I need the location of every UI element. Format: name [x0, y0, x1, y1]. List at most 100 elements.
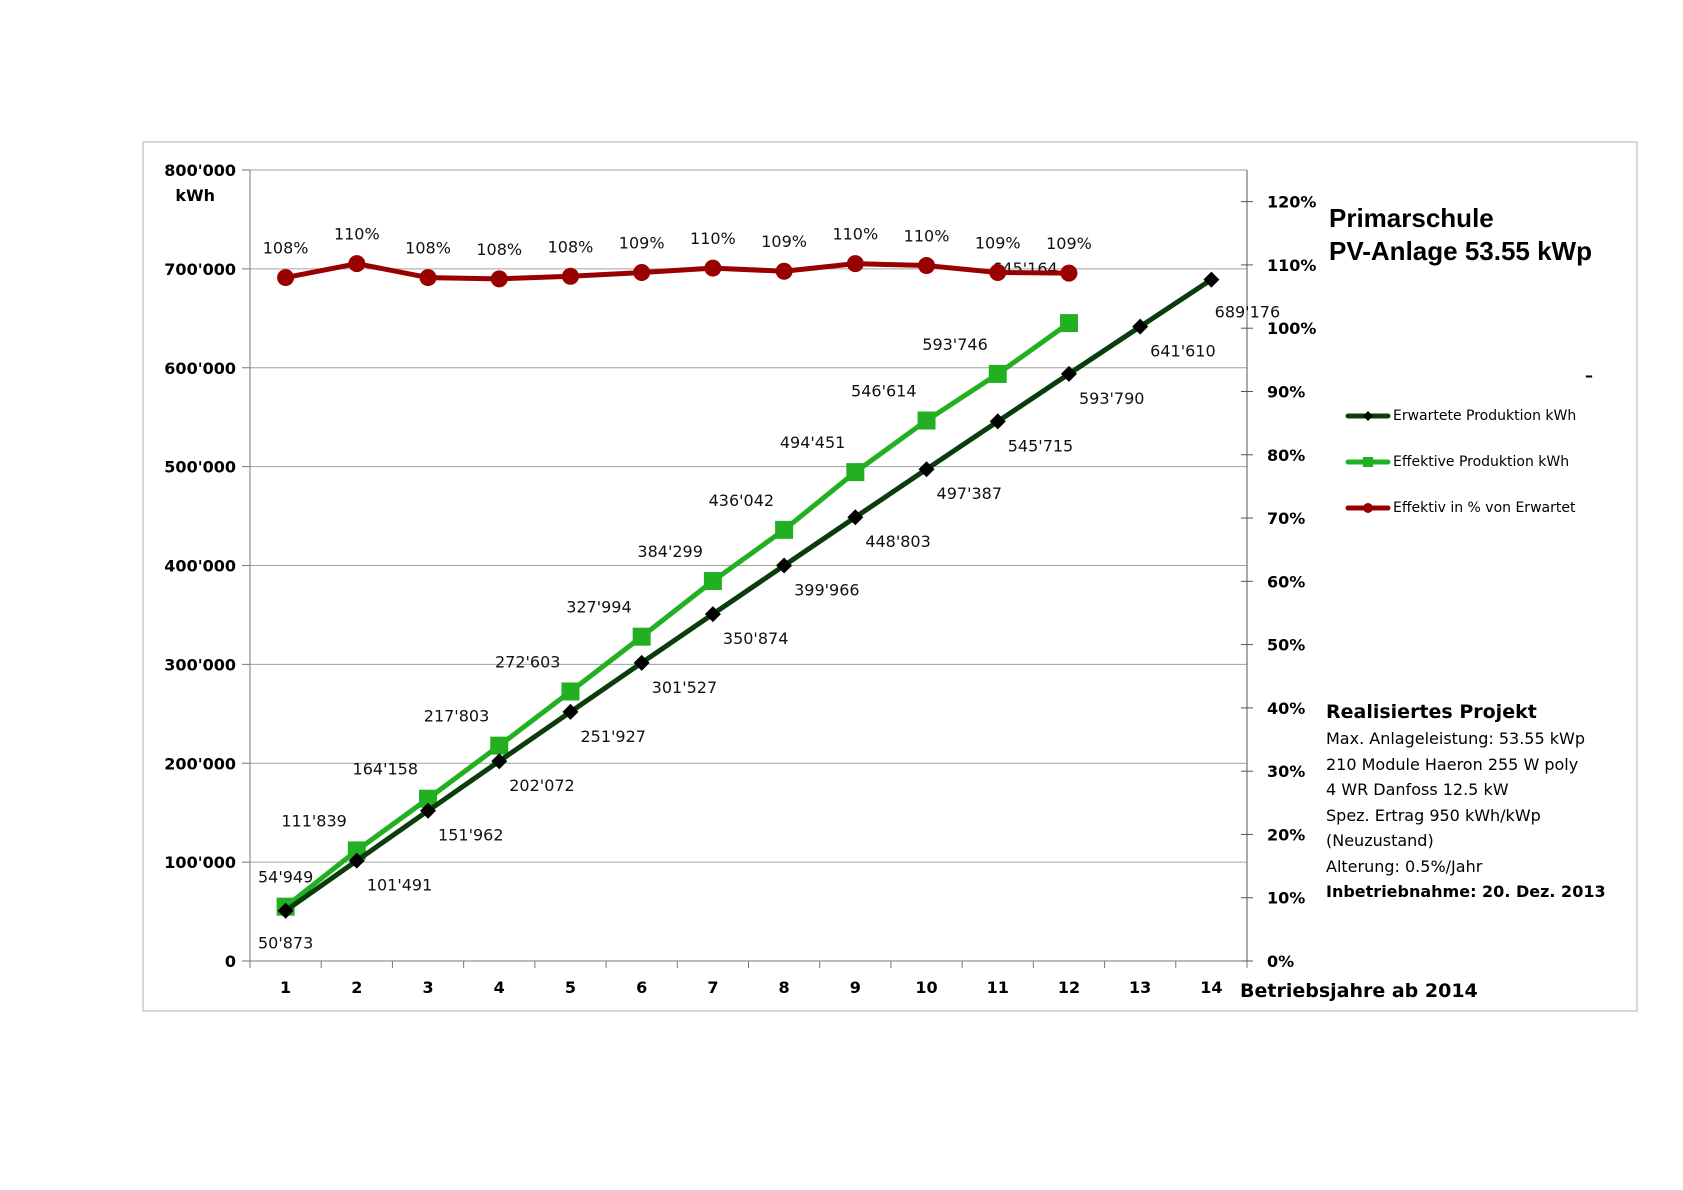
data-label: 436'042 — [709, 491, 774, 510]
data-point-expected — [704, 606, 721, 623]
data-label: 109% — [619, 234, 665, 253]
data-point-expected — [277, 902, 294, 919]
data-label: 110% — [334, 225, 380, 244]
legend-label: Erwartete Produktion kWh — [1393, 408, 1577, 424]
data-label: 151'962 — [438, 826, 503, 845]
data-label: 108% — [548, 237, 594, 256]
data-label: 54'949 — [258, 868, 313, 887]
data-label: 272'603 — [495, 652, 560, 671]
series-line-1 — [284, 321, 1071, 909]
y-tick-label: 600'000 — [164, 359, 236, 378]
data-label: 546'614 — [851, 382, 916, 401]
y2-tick-label: 110% — [1267, 256, 1316, 275]
x-tick-label: 13 — [1129, 978, 1151, 997]
legend-item-percent: Effektiv in % von Erwartet — [1345, 485, 1576, 531]
chart-border — [142, 141, 1638, 1012]
data-point-effective — [1059, 314, 1078, 333]
data-label: 108% — [405, 239, 451, 258]
data-point-percent — [490, 270, 508, 288]
data-point-expected — [847, 509, 864, 526]
y2-tick-label: 80% — [1267, 446, 1305, 465]
data-label: 110% — [832, 225, 878, 244]
data-point-percent — [561, 267, 579, 285]
legend-label: Effektiv in % von Erwartet — [1393, 500, 1576, 516]
data-label: 593'790 — [1079, 389, 1144, 408]
info-line: Alterung: 0.5%/Jahr — [1326, 856, 1483, 876]
y2-tick-label: 90% — [1267, 382, 1305, 401]
legend-item-expected: Erwartete Produktion kWh — [1345, 393, 1576, 439]
info-commissioning: Inbetriebnahme: 20. Dez. 2013 — [1326, 882, 1606, 901]
data-label: 593'746 — [922, 335, 987, 354]
data-point-percent — [633, 264, 651, 282]
x-tick-label: 1 — [280, 978, 291, 997]
data-label: 110% — [904, 227, 950, 246]
data-point-effective — [988, 364, 1007, 383]
data-point-effective — [632, 627, 651, 646]
legend-label: Effektive Produktion kWh — [1393, 454, 1570, 470]
data-label: 689'176 — [1215, 303, 1280, 322]
info-line: Max. Anlageleistung: 53.55 kWp — [1326, 729, 1585, 748]
y-tick-label: 800'000 — [164, 161, 236, 180]
data-point-effective — [561, 682, 580, 701]
x-tick-label: 4 — [494, 978, 505, 997]
data-label: 399'966 — [794, 581, 859, 600]
chart-title: Primarschule PV-Anlage 53.55 kWp — [1329, 202, 1592, 268]
data-label: 108% — [263, 239, 309, 258]
y2-tick-label: 20% — [1267, 825, 1305, 844]
x-tick-label: 5 — [565, 978, 576, 997]
data-point-expected — [420, 802, 437, 819]
legend-swatch-expected — [1345, 411, 1391, 421]
data-label: 494'451 — [780, 433, 845, 452]
y-tick-label: 500'000 — [164, 458, 236, 477]
y2-tick-label: 50% — [1267, 636, 1305, 655]
y2-tick-label: 60% — [1267, 572, 1305, 591]
data-point-expected — [1060, 365, 1077, 382]
y-tick-label: 0 — [225, 952, 236, 971]
x-tick-label: 11 — [987, 978, 1009, 997]
data-label: 251'927 — [580, 727, 645, 746]
data-label: 50'873 — [258, 934, 313, 953]
data-point-expected — [633, 654, 650, 671]
data-point-percent — [846, 255, 864, 273]
data-point-percent — [419, 269, 437, 287]
stray-mark: – — [1585, 366, 1593, 385]
legend-swatch-percent — [1345, 503, 1391, 513]
x-axis-title: Betriebsjahre ab 2014 — [1240, 980, 1478, 1002]
data-point-expected — [776, 557, 793, 574]
y2-tick-label: 0% — [1267, 952, 1294, 971]
data-label: 109% — [761, 232, 807, 251]
data-point-percent — [1060, 264, 1078, 282]
data-point-percent — [918, 257, 936, 275]
title-line-1: Primarschule — [1329, 203, 1494, 233]
series-line-0 — [284, 277, 1213, 913]
x-tick-label: 12 — [1058, 978, 1080, 997]
data-label: 164'158 — [353, 760, 418, 779]
y-axis-unit: kWh — [175, 186, 215, 205]
data-label: 101'491 — [367, 876, 432, 895]
y2-tick-label: 70% — [1267, 509, 1305, 528]
title-line-2: PV-Anlage 53.55 kWp — [1329, 236, 1592, 266]
data-point-expected — [1203, 271, 1220, 288]
x-tick-label: 6 — [636, 978, 647, 997]
y-tick-label: 300'000 — [164, 655, 236, 674]
info-line: (Neuzustand) — [1326, 831, 1434, 850]
data-label: 327'994 — [566, 598, 631, 617]
data-label: 448'803 — [865, 532, 930, 551]
data-label: 301'527 — [652, 678, 717, 697]
data-point-percent — [704, 259, 722, 277]
data-label: 384'299 — [637, 542, 702, 561]
data-label: 217'803 — [424, 707, 489, 726]
data-point-percent — [348, 255, 366, 273]
data-point-effective — [490, 736, 509, 755]
data-point-expected — [348, 852, 365, 869]
data-label: 497'387 — [937, 484, 1002, 503]
series-line-2 — [285, 261, 1069, 282]
data-point-expected — [491, 753, 508, 770]
y2-tick-label: 30% — [1267, 762, 1305, 781]
y2-tick-label: 100% — [1267, 319, 1316, 338]
info-line: 4 WR Danfoss 12.5 kW — [1326, 780, 1509, 799]
y2-tick-label: 10% — [1267, 889, 1305, 908]
project-info: Realisiertes Projekt Max. Anlageleistung… — [1326, 698, 1606, 905]
y2-tick-label: 120% — [1267, 193, 1316, 212]
